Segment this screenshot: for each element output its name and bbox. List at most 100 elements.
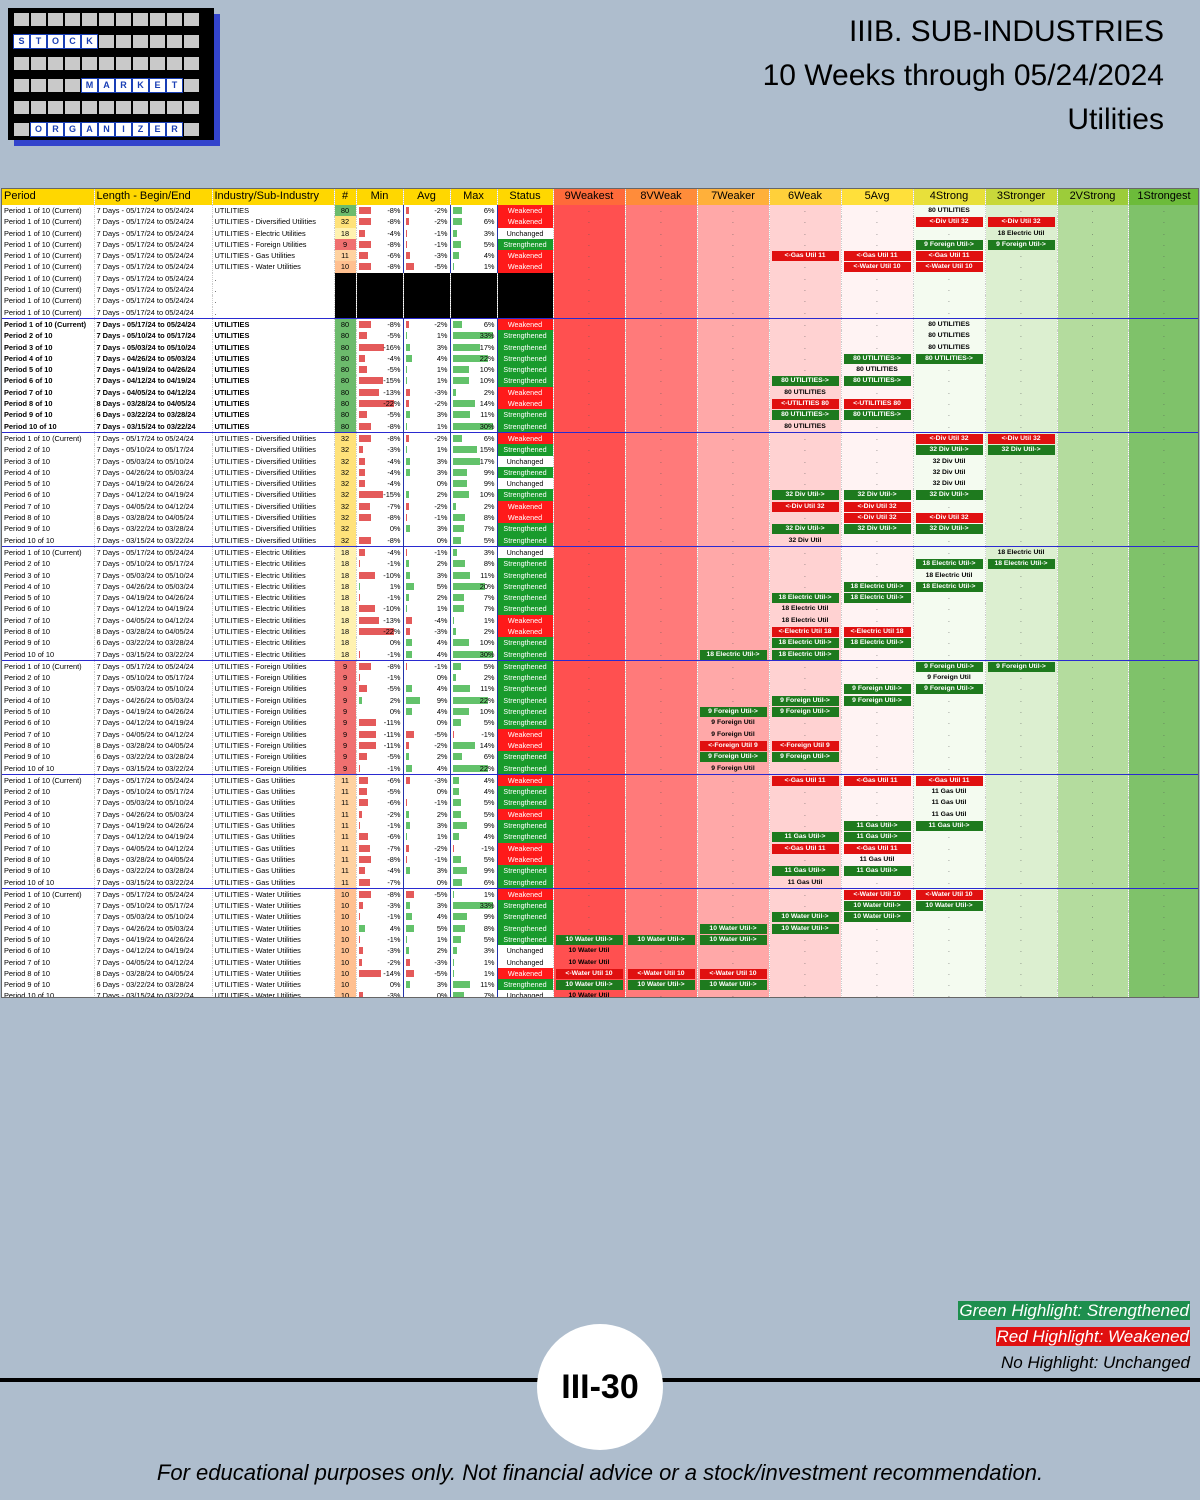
- avg-cell: 0%: [403, 990, 451, 997]
- table-row: Period 10 of 10 7 Days - 03/15/24 to 03/2…: [2, 990, 1198, 997]
- min-databar: [358, 992, 364, 997]
- zone-cell-4: .: [913, 272, 986, 285]
- max-value: 5%: [483, 809, 495, 819]
- min-value: -7%: [387, 501, 401, 511]
- zone-cell-1: .: [1128, 409, 1198, 421]
- zone-cell-2: .: [1057, 945, 1129, 957]
- table-row: Period 8 of 10 8 Days - 03/28/24 to 04/05…: [2, 625, 1198, 638]
- zone-cell-8: .: [625, 261, 698, 273]
- max-databar: [452, 252, 459, 260]
- max-value: -1%: [481, 729, 495, 739]
- zone-cell-9: .: [553, 295, 626, 307]
- industry-cell: UTILITIES: [212, 420, 335, 433]
- zone-cell-3: .: [985, 876, 1058, 889]
- period-cell: Period 1 of 10 (Current): [2, 659, 95, 673]
- logo-letter-tile: E: [149, 78, 166, 93]
- min-cell: -13%: [356, 614, 404, 626]
- period-cell: Period 2 of 10: [2, 444, 95, 456]
- table-row: Period 4 of 10 7 Days - 04/26/24 to 05/03…: [2, 922, 1198, 934]
- period-cell: Period 9 of 10: [2, 523, 95, 535]
- zone-cell-9: .: [553, 820, 626, 832]
- max-value: 9%: [483, 912, 495, 922]
- max-databar: [452, 776, 459, 784]
- avg-value: -5%: [434, 262, 448, 272]
- zone-entry: <-Electric Util 18: [843, 626, 911, 637]
- zone-cell-7: 18 Electric Util->: [697, 648, 770, 661]
- min-cell: -8%: [356, 887, 404, 901]
- zone-cell-6: 80 UTILITIES: [769, 386, 842, 399]
- zone-cell-4: 10 Water Util->: [913, 900, 986, 912]
- zone-cell-7: .: [697, 887, 770, 901]
- zone-cell-6: 18 Electric Util: [769, 614, 842, 626]
- status-cell: Weakened: [497, 431, 554, 445]
- blank-cell: [497, 272, 554, 285]
- period-cell: Period 4 of 10: [2, 694, 95, 707]
- min-cell: -8%: [356, 317, 404, 331]
- zone-cell-6: .: [769, 558, 842, 570]
- section-title: IIIB. SUB-INDUSTRIES: [848, 15, 1164, 48]
- logo-letter-tile: [48, 57, 63, 70]
- industry-cell: UTILITIES - Foreign Utilities: [212, 717, 335, 729]
- logo-letter-tile: I: [115, 122, 132, 137]
- zone-cell-6: .: [769, 967, 842, 980]
- max-databar: [452, 947, 458, 955]
- min-cell: -8%: [356, 534, 404, 547]
- length-cell: 7 Days - 05/17/24 to 05/24/24: [94, 306, 213, 319]
- zone-cell-6: .: [769, 797, 842, 809]
- logo-letter-tile: [31, 57, 46, 70]
- table-row: Period 6 of 10 7 Days - 04/12/24 to 04/19…: [2, 489, 1198, 501]
- min-value: -4%: [387, 479, 401, 489]
- zone-cell-1: .: [1128, 842, 1198, 854]
- min-cell: -6%: [356, 250, 404, 262]
- status-cell: Strengthened: [497, 637, 554, 649]
- count-cell: 32: [334, 478, 357, 490]
- length-cell: 7 Days - 05/03/24 to 05/10/24: [94, 455, 213, 467]
- count-cell: 80: [334, 205, 357, 217]
- avg-value: 3%: [436, 901, 448, 911]
- status-cell: Weakened: [497, 808, 554, 821]
- length-cell: 6 Days - 03/22/24 to 03/28/24: [94, 409, 213, 421]
- min-cell: -8%: [356, 431, 404, 445]
- zone-cell-2: .: [1057, 558, 1129, 570]
- max-cell: 20%: [450, 580, 498, 593]
- zone-cell-4: .: [913, 592, 986, 604]
- max-cell: 10%: [450, 364, 498, 376]
- max-databar: [452, 627, 456, 635]
- max-databar: [452, 764, 488, 772]
- status-cell: Weakened: [497, 500, 554, 513]
- status-cell: Strengthened: [497, 694, 554, 707]
- period-cell: Period 6 of 10: [2, 945, 95, 957]
- avg-value: 1%: [436, 935, 448, 944]
- zone-cell-2: .: [1057, 444, 1129, 456]
- avg-value: 0%: [436, 673, 448, 683]
- avg-value: 0%: [436, 718, 448, 728]
- column-header: 2VStrong: [1057, 189, 1129, 205]
- zone-cell-2: .: [1057, 512, 1129, 524]
- status-cell: Strengthened: [497, 352, 554, 365]
- max-cell: 2%: [450, 386, 498, 399]
- min-value: -8%: [387, 239, 401, 249]
- period-cell: Period 3 of 10: [2, 683, 95, 695]
- min-databar: [358, 902, 364, 910]
- period-cell: Period 4 of 10: [2, 808, 95, 821]
- min-value: -5%: [387, 365, 401, 375]
- zone-cell-5: <-UTILITIES 80: [841, 398, 914, 410]
- zone-cell-5: .: [841, 648, 914, 661]
- avg-cell: 4%: [403, 683, 451, 695]
- zone-cell-5: 10 Water Util->: [841, 900, 914, 912]
- zone-cell-8: .: [625, 284, 698, 296]
- industry-cell: UTILITIES: [212, 375, 335, 387]
- zone-entry: 10 Water Util->: [627, 935, 695, 945]
- logo-letter-tile: [31, 13, 46, 26]
- min-cell: 0%: [356, 979, 404, 991]
- zone-cell-4: .: [913, 420, 986, 433]
- zone-cell-8: .: [625, 466, 698, 479]
- min-databar: [358, 662, 372, 670]
- logo-letter-tile: [116, 13, 131, 26]
- avg-databar: [405, 708, 412, 716]
- min-databar: [358, 218, 372, 226]
- zone-cell-2: .: [1057, 284, 1129, 296]
- zone-cell-5: .: [841, 284, 914, 296]
- zone-cell-3: .: [985, 762, 1058, 775]
- period-cell: Period 6 of 10: [2, 717, 95, 729]
